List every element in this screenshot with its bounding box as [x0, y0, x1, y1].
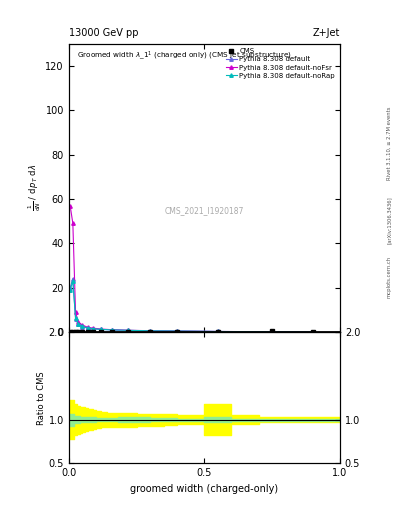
Pythia 8.308 default [270, 329, 274, 335]
Pythia 8.308 default-noFsr [148, 328, 152, 334]
Pythia 8.308 default-noFsr [110, 327, 114, 333]
Pythia 8.308 default-noFsr [175, 328, 180, 334]
Pythia 8.308 default-noRap [99, 326, 104, 332]
Text: 13000 GeV pp: 13000 GeV pp [69, 28, 138, 38]
CMS [215, 329, 220, 335]
Pythia 8.308 default [110, 327, 114, 333]
Pythia 8.308 default-noRap [148, 328, 152, 334]
Pythia 8.308 default-noFsr [99, 326, 104, 332]
Pythia 8.308 default-noRap [70, 278, 75, 284]
Y-axis label: $\frac{1}{\mathrm{d}N}$ / $\mathrm{d}\,p_T$ $\mathrm{d}\lambda$: $\frac{1}{\mathrm{d}N}$ / $\mathrm{d}\,p… [26, 164, 42, 211]
Pythia 8.308 default-noFsr [76, 319, 81, 325]
Pythia 8.308 default-noFsr [91, 325, 95, 331]
Pythia 8.308 default-noRap [68, 287, 72, 293]
Line: Pythia 8.308 default-noRap: Pythia 8.308 default-noRap [68, 280, 314, 334]
Pythia 8.308 default-noFsr [126, 327, 131, 333]
Pythia 8.308 default [85, 325, 90, 331]
Pythia 8.308 default-noRap [175, 328, 180, 334]
CMS [110, 329, 114, 335]
CMS [80, 329, 85, 335]
CMS [270, 328, 274, 334]
X-axis label: groomed width (charged-only): groomed width (charged-only) [130, 484, 278, 494]
Pythia 8.308 default-noFsr [215, 328, 220, 334]
Pythia 8.308 default [215, 328, 220, 334]
Text: mcplots.cern.ch: mcplots.cern.ch [387, 255, 391, 297]
Pythia 8.308 default-noRap [110, 327, 114, 333]
CMS [68, 329, 72, 335]
Pythia 8.308 default-noRap [270, 329, 274, 335]
Line: Pythia 8.308 default-noFsr: Pythia 8.308 default-noFsr [68, 204, 314, 334]
CMS [310, 329, 315, 335]
Pythia 8.308 default-noFsr [80, 322, 85, 328]
CMS [99, 329, 104, 335]
Pythia 8.308 default-noRap [126, 327, 131, 333]
CMS [91, 329, 95, 335]
Pythia 8.308 default [76, 322, 81, 328]
CMS [126, 329, 131, 335]
Pythia 8.308 default-noRap [80, 323, 85, 329]
Text: [arXiv:1306.3436]: [arXiv:1306.3436] [387, 196, 391, 244]
Legend: CMS, Pythia 8.308 default, Pythia 8.308 default-noFsr, Pythia 8.308 default-noRa: CMS, Pythia 8.308 default, Pythia 8.308 … [225, 47, 336, 80]
Pythia 8.308 default [73, 316, 78, 322]
Line: CMS: CMS [68, 329, 314, 334]
Pythia 8.308 default-noRap [91, 326, 95, 332]
Text: CMS_2021_I1920187: CMS_2021_I1920187 [165, 206, 244, 216]
Pythia 8.308 default [91, 326, 95, 332]
Text: Groomed width $\lambda\_1^1$ (charged only) (CMS jet substructure): Groomed width $\lambda\_1^1$ (charged on… [77, 49, 292, 62]
Pythia 8.308 default [310, 329, 315, 335]
Pythia 8.308 default [99, 327, 104, 333]
Pythia 8.308 default-noRap [76, 321, 81, 327]
CMS [76, 329, 81, 335]
Pythia 8.308 default-noRap [310, 329, 315, 335]
CMS [148, 329, 152, 335]
Pythia 8.308 default [68, 285, 72, 291]
Pythia 8.308 default [175, 328, 180, 334]
Pythia 8.308 default-noRap [85, 325, 90, 331]
Line: Pythia 8.308 default: Pythia 8.308 default [68, 277, 314, 334]
CMS [70, 329, 75, 335]
Pythia 8.308 default-noFsr [310, 329, 315, 335]
Text: Z+Jet: Z+Jet [312, 28, 340, 38]
Pythia 8.308 default [148, 328, 152, 334]
Pythia 8.308 default-noFsr [270, 329, 274, 335]
Pythia 8.308 default [70, 276, 75, 282]
Pythia 8.308 default-noFsr [68, 203, 72, 209]
CMS [73, 329, 78, 335]
Pythia 8.308 default-noFsr [85, 324, 90, 330]
CMS [175, 329, 180, 335]
Text: Rivet 3.1.10, ≥ 2.7M events: Rivet 3.1.10, ≥ 2.7M events [387, 106, 391, 180]
Pythia 8.308 default-noRap [215, 328, 220, 334]
Y-axis label: Ratio to CMS: Ratio to CMS [37, 371, 46, 424]
Pythia 8.308 default-noFsr [73, 309, 78, 315]
Pythia 8.308 default [126, 327, 131, 333]
Pythia 8.308 default [80, 324, 85, 330]
Pythia 8.308 default-noFsr [70, 220, 75, 226]
CMS [85, 329, 90, 335]
Pythia 8.308 default-noRap [73, 315, 78, 321]
